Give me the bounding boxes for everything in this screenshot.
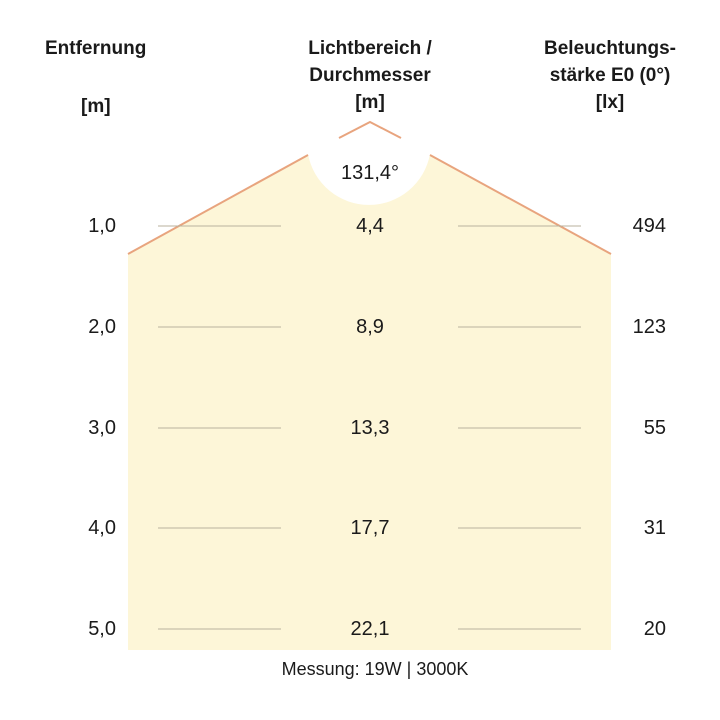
header-distance: Entfernung [m] [45, 35, 147, 117]
illuminance-value: 31 [643, 517, 666, 539]
diameter-value: 8,9 [356, 316, 384, 338]
header-distance-unit: [m] [81, 96, 111, 117]
illuminance-value: 20 [643, 618, 666, 640]
diameter-value: 17,7 [350, 517, 390, 539]
header-diameter: Lichtbereich / Durchmesser [m] [270, 35, 470, 116]
distance-value: 3,0 [88, 417, 116, 439]
diameter-value: 13,3 [350, 417, 390, 439]
header-illuminance-unit: [lx] [595, 92, 625, 113]
diameter-value: 4,4 [356, 215, 384, 237]
header-illuminance: Beleuchtungs- stärke E0 (0°) [lx] [520, 35, 700, 116]
beam-angle-label: 131,4° [340, 162, 400, 184]
measurement-note: Messung: 19W | 3000K [281, 659, 469, 679]
beam-apex [338, 120, 402, 139]
header-illuminance-label-1: Beleuchtungs- [544, 38, 676, 59]
header-diameter-label-2: Durchmesser [309, 65, 431, 86]
header-illuminance-label-2: stärke E0 (0°) [549, 65, 671, 86]
distance-value: 1,0 [88, 215, 116, 237]
diameter-value: 22,1 [350, 618, 390, 640]
beam-edge-right [429, 154, 612, 255]
illuminance-value: 55 [643, 417, 666, 439]
header-diameter-label-1: Lichtbereich / [308, 38, 432, 59]
illuminance-value: 494 [632, 215, 666, 237]
distance-value: 2,0 [88, 316, 116, 338]
header-distance-label: Entfernung [45, 38, 147, 59]
distance-value: 4,0 [88, 517, 116, 539]
beam-edge-left [127, 154, 309, 255]
light-cone-area [128, 154, 611, 650]
distance-value: 5,0 [88, 618, 116, 640]
illuminance-value: 123 [632, 316, 666, 338]
header-diameter-unit: [m] [355, 92, 385, 113]
